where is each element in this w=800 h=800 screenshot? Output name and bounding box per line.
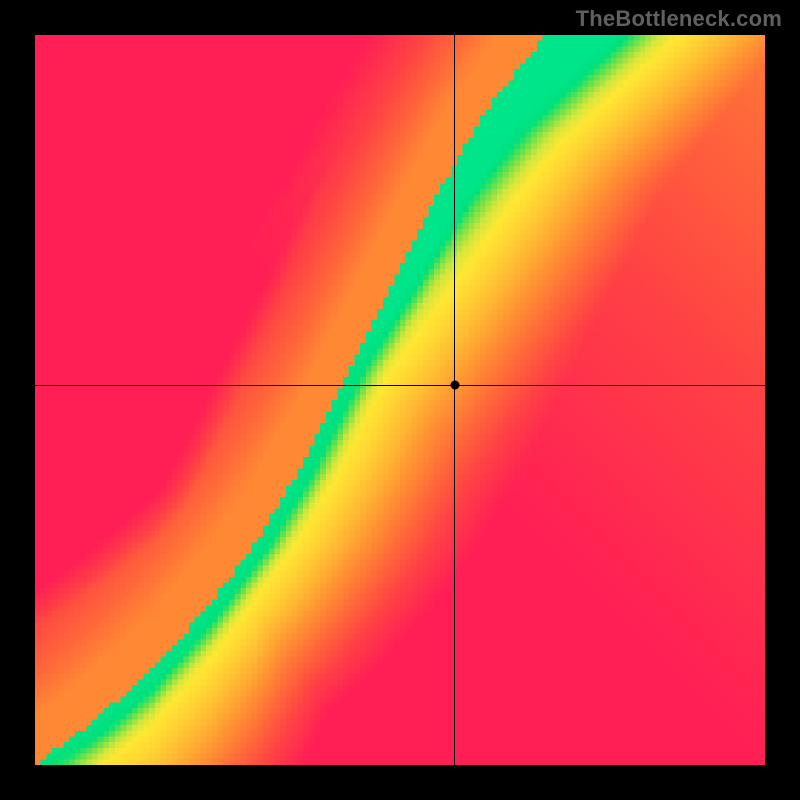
heatmap-canvas (35, 35, 765, 765)
heatmap-plot (35, 35, 765, 765)
crosshair-vertical (454, 35, 455, 765)
crosshair-marker (450, 381, 459, 390)
watermark-text: TheBottleneck.com (576, 6, 782, 32)
crosshair-horizontal (35, 385, 765, 386)
chart-container: TheBottleneck.com (0, 0, 800, 800)
